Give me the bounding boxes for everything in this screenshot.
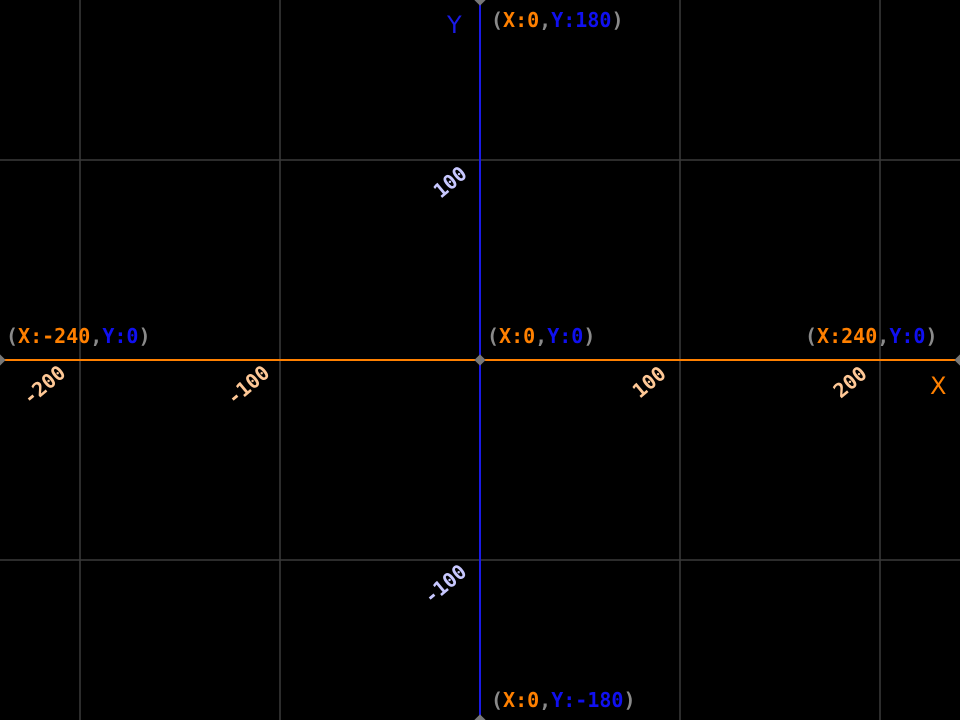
label-open-paren: ( [6, 324, 19, 348]
point-label-bottom: (X:0,Y:-180) [491, 690, 636, 710]
point-label-top: (X:0,Y:180) [491, 10, 623, 30]
point-label-right: (X:240,Y:0) [805, 326, 937, 346]
label-close-paren: ) [583, 324, 596, 348]
point-marker-top [474, 0, 486, 6]
label-y-part: Y:0 [547, 324, 584, 348]
label-y-part: Y:-180 [551, 688, 624, 712]
x-axis-name: X [930, 372, 947, 400]
label-comma: , [539, 8, 552, 32]
label-y-part: Y:180 [551, 8, 612, 32]
label-close-paren: ) [925, 324, 938, 348]
point-marker-bottom [474, 714, 486, 720]
label-comma: , [90, 324, 103, 348]
label-open-paren: ( [487, 324, 500, 348]
label-open-paren: ( [491, 8, 504, 32]
point-label-origin: (X:0,Y:0) [487, 326, 595, 346]
label-comma: , [539, 688, 552, 712]
label-x-part: X:0 [503, 688, 540, 712]
point-marker-origin [474, 354, 486, 366]
label-y-part: Y:0 [102, 324, 139, 348]
label-close-paren: ) [611, 8, 624, 32]
label-x-part: X:0 [503, 8, 540, 32]
label-x-part: X:0 [499, 324, 536, 348]
label-x-part: X:-240 [18, 324, 91, 348]
label-x-part: X:240 [817, 324, 878, 348]
label-close-paren: ) [138, 324, 151, 348]
point-marker-left [0, 354, 6, 366]
label-open-paren: ( [491, 688, 504, 712]
y-axis-name: Y [447, 11, 462, 39]
label-comma: , [535, 324, 548, 348]
label-close-paren: ) [623, 688, 636, 712]
point-label-left: (X:-240,Y:0) [6, 326, 151, 346]
label-comma: , [877, 324, 890, 348]
point-marker-right [954, 354, 960, 366]
label-y-part: Y:0 [889, 324, 926, 348]
label-open-paren: ( [805, 324, 818, 348]
